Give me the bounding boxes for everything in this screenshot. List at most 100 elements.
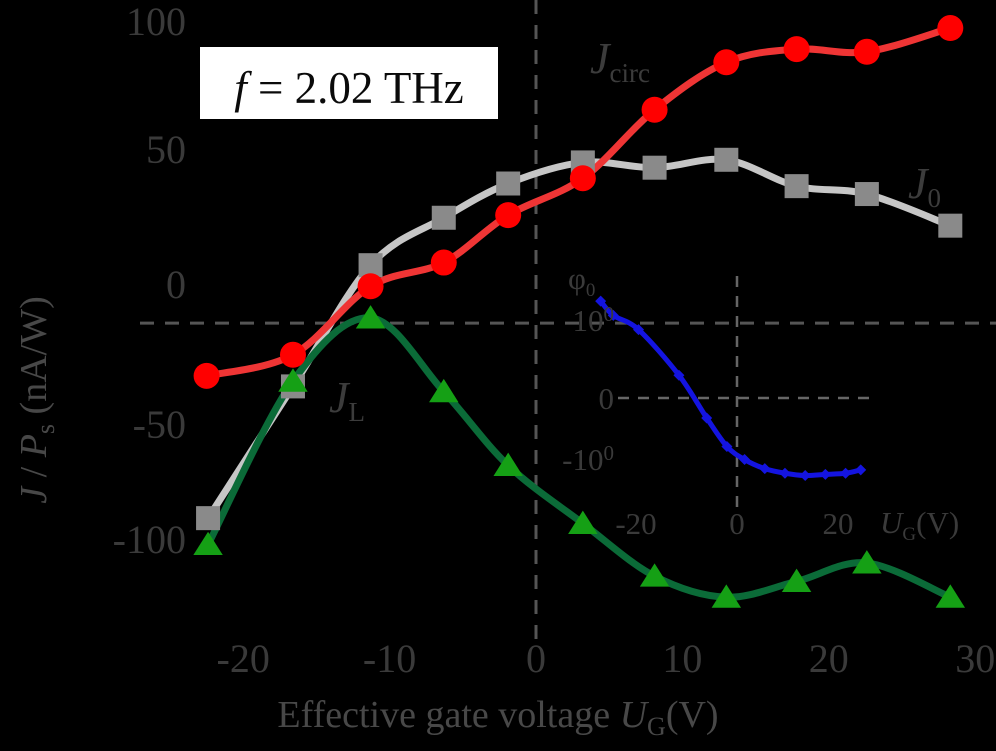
series-label-jl-symbol: J xyxy=(329,373,351,422)
series-label-j0-symbol: J xyxy=(908,159,930,208)
x-tick-label: -10 xyxy=(363,636,416,681)
inset-data-series xyxy=(595,295,867,482)
data-point-j-l-2 xyxy=(355,305,386,329)
inset-x-tick-label: 20 xyxy=(823,506,854,541)
inset-data-point-8 xyxy=(779,467,791,479)
x-tick-label: 10 xyxy=(662,636,702,681)
data-point-j-circ-5 xyxy=(569,165,596,192)
inset-data-point-4 xyxy=(701,412,713,424)
inset-data-point-7 xyxy=(759,463,771,475)
inset-y-axis-symbol: φ xyxy=(568,261,586,296)
y-tick-label: -100 xyxy=(113,517,186,562)
frequency-annotation: f = 2.02 THz xyxy=(200,47,498,119)
inset-x-tick-label: 0 xyxy=(729,506,745,541)
series-label-jl: JL xyxy=(329,373,365,427)
inset-x-axis-title: UG(V) xyxy=(880,505,959,545)
inset-x-axis-symbol: U xyxy=(880,505,905,540)
data-point-j-l-8 xyxy=(781,568,812,592)
markers-j-l xyxy=(193,305,966,608)
data-point-j-0-3 xyxy=(431,205,456,230)
data-point-j-circ-3 xyxy=(430,249,457,276)
inset-x-tick-labels: -20 0 20 xyxy=(615,506,853,541)
inset-data-point-10 xyxy=(819,468,831,480)
data-point-j-circ-10 xyxy=(937,15,964,42)
series-label-j0: J0 xyxy=(908,159,941,213)
inset-x-axis-unit: (V) xyxy=(916,505,959,540)
inset-data-point-0 xyxy=(595,295,607,307)
inset-data-point-9 xyxy=(799,470,811,482)
series-label-jcirc-sub: circ xyxy=(610,58,650,88)
reference-lines xyxy=(140,0,996,648)
inset-y-tick-label: -100 xyxy=(562,441,614,477)
data-point-j-l-7 xyxy=(711,584,742,608)
data-point-j-0-7 xyxy=(714,147,739,172)
data-point-j-l-9 xyxy=(852,550,882,574)
inset-data-point-3 xyxy=(673,369,685,381)
x-tick-label: 30 xyxy=(955,636,995,681)
y-axis-title-num: J xyxy=(13,485,55,504)
y-tick-label: -50 xyxy=(133,402,186,447)
data-point-j-circ-6 xyxy=(641,96,668,123)
data-point-j-0-4 xyxy=(496,171,521,196)
series-j-l xyxy=(204,314,954,601)
svg-text:Jcirc: Jcirc xyxy=(590,34,650,88)
data-point-j-l-3 xyxy=(429,378,459,403)
series-label-jcirc: Jcirc xyxy=(590,34,650,88)
y-axis-title-den-sub: s xyxy=(31,424,60,434)
x-axis-title: Effective gate voltage UG(V) xyxy=(277,694,718,741)
data-point-j-l-10 xyxy=(935,584,966,608)
frequency-annotation-text: f = 2.02 THz xyxy=(234,63,464,113)
inset-data-point-12 xyxy=(855,464,867,476)
frequency-annotation-box xyxy=(200,47,498,119)
x-axis-title-subscript: G xyxy=(647,712,666,741)
inset-data-point-6 xyxy=(739,454,751,466)
series-label-jl-sub: L xyxy=(349,397,366,427)
data-point-j-l-6 xyxy=(639,563,670,587)
data-point-j-circ-1 xyxy=(279,341,306,368)
inset-data-point-5 xyxy=(721,440,733,452)
data-point-j-l-0 xyxy=(193,531,223,556)
data-point-j-circ-0 xyxy=(193,362,220,389)
svg-text:Effective gate voltage UG(V): Effective gate voltage UG(V) xyxy=(277,694,718,741)
data-point-j-0-2 xyxy=(358,253,383,278)
x-tick-label: 0 xyxy=(526,636,546,681)
x-axis-title-symbol: U xyxy=(620,694,650,736)
svg-text:J / Ps (nA/W): J / Ps (nA/W) xyxy=(13,296,60,503)
x-axis-title-text: Effective gate voltage xyxy=(277,694,619,736)
data-point-j-circ-4 xyxy=(495,202,522,229)
x-tick-label: -20 xyxy=(217,636,270,681)
inset-y-axis-title: φ0 xyxy=(568,261,595,301)
data-series-layer xyxy=(193,15,966,608)
data-point-j-0-8 xyxy=(784,174,809,199)
inset-data-point-2 xyxy=(633,324,645,336)
y-tick-label: 0 xyxy=(166,262,186,307)
frequency-unit: THz xyxy=(384,63,464,113)
y-axis-title-den: P xyxy=(13,434,55,458)
data-point-j-0-6 xyxy=(642,155,667,180)
data-point-j-circ-9 xyxy=(853,38,880,65)
markers-j-0 xyxy=(196,147,963,531)
data-point-j-l-4 xyxy=(493,452,523,477)
inset-y-tick-labels: 100 0 -100 xyxy=(562,302,614,477)
svg-text:JL: JL xyxy=(329,373,365,427)
data-point-j-0-9 xyxy=(854,182,879,207)
x-axis-title-unit: (V) xyxy=(666,694,719,736)
data-point-j-l-1 xyxy=(278,368,308,392)
x-tick-label: 20 xyxy=(809,636,849,681)
inset-data-point-1 xyxy=(607,309,619,321)
series-label-jcirc-symbol: J xyxy=(590,34,612,83)
data-point-j-circ-2 xyxy=(357,273,384,300)
inset-x-tick-label: -20 xyxy=(615,506,656,541)
inset-y-tick-label: 0 xyxy=(599,381,615,416)
y-axis-tick-labels: 100 50 0 -50 -100 xyxy=(113,0,186,562)
inset-y-axis-sub: 0 xyxy=(586,280,596,301)
inset-y-tick-label: 100 xyxy=(573,302,615,338)
y-axis-title-unit: (nA/W) xyxy=(13,296,55,414)
series-label-j0-sub: 0 xyxy=(928,183,942,213)
x-axis-tick-labels: -20 -10 0 10 20 30 xyxy=(217,636,996,681)
data-point-j-l-5 xyxy=(568,510,598,534)
series-line xyxy=(204,314,954,601)
